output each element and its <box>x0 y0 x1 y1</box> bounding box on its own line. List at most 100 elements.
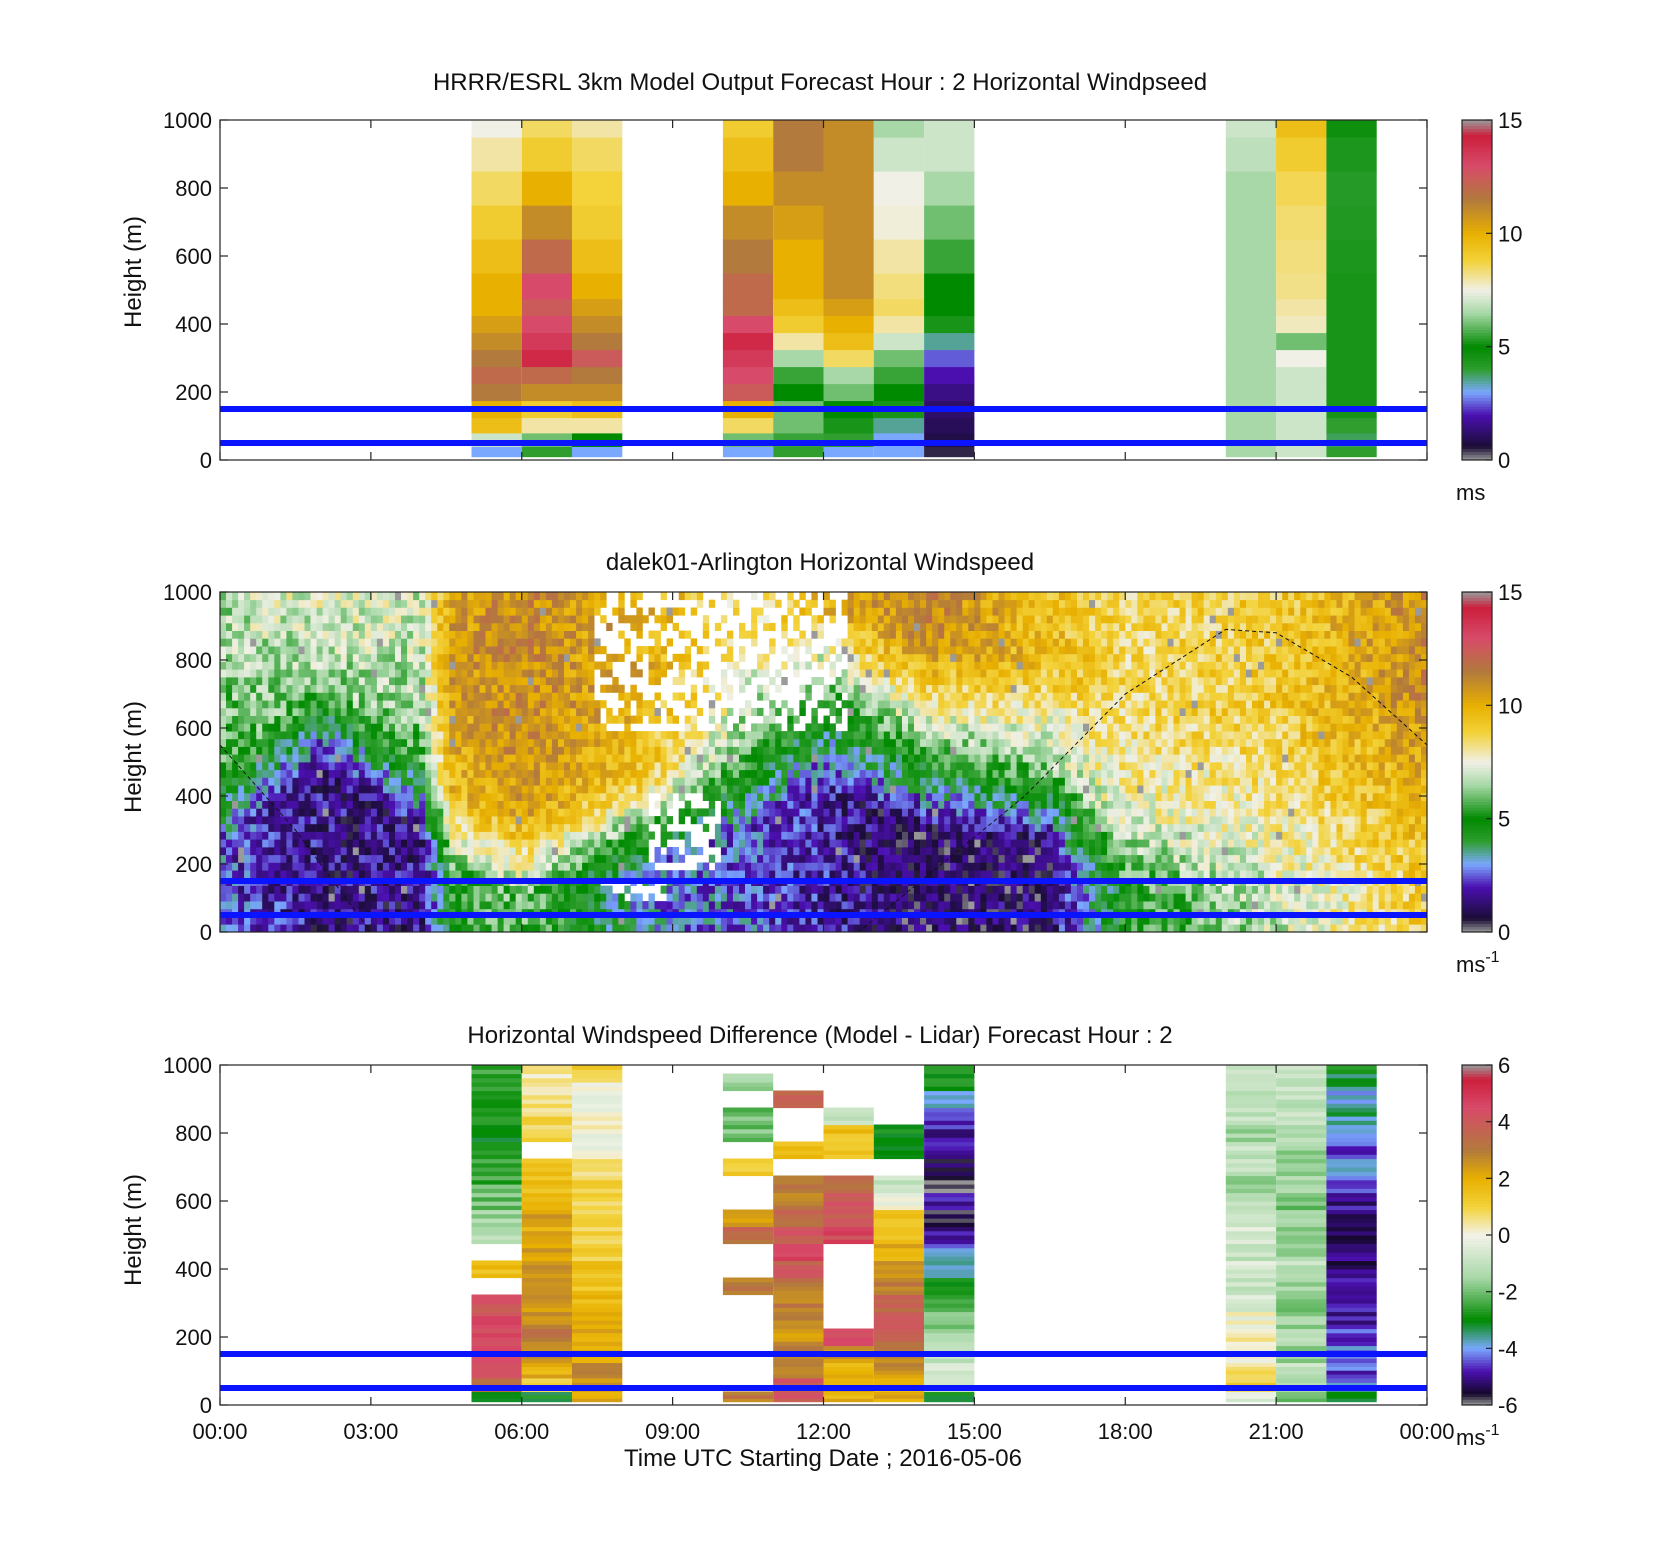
heatmap-cell <box>708 738 716 747</box>
heatmap-cell <box>914 707 921 716</box>
heatmap-cell <box>407 653 414 662</box>
heatmap-cell <box>829 738 836 747</box>
heatmap-cell <box>570 592 577 601</box>
heatmap-cell <box>883 661 891 670</box>
heatmap-cell <box>841 862 848 871</box>
heatmap-cell <box>449 792 456 801</box>
heatmap-cell <box>497 615 504 624</box>
heatmap-cell <box>364 599 372 608</box>
heatmap-cell <box>545 684 553 693</box>
heatmap-cell <box>714 862 722 871</box>
heatmap-cell <box>551 885 559 894</box>
heatmap-cell <box>376 816 384 825</box>
heatmap-cell <box>895 847 903 856</box>
heatmap-cell <box>1225 273 1277 300</box>
heatmap-cell <box>914 839 921 848</box>
heatmap-cell <box>467 599 474 608</box>
heatmap-cell <box>443 777 450 786</box>
heatmap-cell <box>757 669 764 678</box>
heatmap-cell <box>799 607 806 616</box>
colorbar-swatch <box>1462 346 1492 350</box>
heatmap-cell <box>310 754 317 763</box>
heatmap-cell <box>708 916 716 925</box>
heatmap-cell <box>823 792 830 801</box>
heatmap-cell <box>781 700 788 709</box>
heatmap-cell <box>636 715 643 724</box>
heatmap-cell <box>485 692 492 701</box>
colorbar-swatch <box>1462 261 1492 265</box>
heatmap-cell <box>449 646 456 655</box>
heatmap-cell <box>503 762 510 771</box>
heatmap-cell <box>865 715 873 724</box>
heatmap-cell <box>720 823 728 832</box>
heatmap-cell <box>473 924 480 933</box>
heatmap-cell <box>376 607 384 616</box>
heatmap-cell <box>449 893 456 902</box>
heatmap-cell <box>515 831 523 840</box>
heatmap-cell <box>376 707 384 716</box>
heatmap-cell <box>865 653 873 662</box>
heatmap-cell <box>763 924 770 933</box>
heatmap-cell <box>793 854 800 863</box>
heatmap-cell <box>328 854 335 863</box>
heatmap-cell <box>551 924 559 933</box>
heatmap-cell <box>292 592 299 601</box>
heatmap-cell <box>461 777 468 786</box>
heatmap-cell <box>443 707 450 716</box>
heatmap-cell <box>407 847 414 856</box>
heatmap-cell <box>310 800 317 809</box>
heatmap-cell <box>467 854 474 863</box>
heatmap-cell <box>425 777 432 786</box>
heatmap-cell <box>720 870 728 879</box>
heatmap-cell <box>1326 366 1377 385</box>
heatmap-cell <box>382 885 390 894</box>
heatmap-cell <box>823 862 830 871</box>
heatmap-cell <box>280 916 287 925</box>
heatmap-cell <box>787 854 794 863</box>
heatmap-cell <box>220 823 227 832</box>
heatmap-cell <box>914 777 921 786</box>
heatmap-cell <box>805 646 812 655</box>
heatmap-cell <box>642 901 649 910</box>
heatmap-cell <box>226 707 233 716</box>
heatmap-cell <box>811 615 818 624</box>
heatmap-cell <box>467 769 474 778</box>
heatmap-cell <box>924 239 975 274</box>
heatmap-cell <box>745 731 752 740</box>
heatmap-cell <box>322 707 329 716</box>
heatmap-cell <box>551 754 559 763</box>
heatmap-cell <box>521 653 529 662</box>
heatmap-cell <box>521 847 529 856</box>
heatmap-cell <box>401 700 408 709</box>
heatmap-cell <box>244 715 251 724</box>
heatmap-cell <box>739 738 746 747</box>
colorbar-swatch <box>1462 213 1492 217</box>
heatmap-cell <box>322 638 329 647</box>
heatmap-cell <box>471 417 522 434</box>
heatmap-cell <box>660 924 667 933</box>
heatmap-cell <box>545 622 553 631</box>
heatmap-cell <box>471 273 522 300</box>
heatmap-cell <box>570 707 577 716</box>
heatmap-cell <box>389 653 396 662</box>
heatmap-cell <box>238 785 245 794</box>
heatmap-cell <box>503 916 510 925</box>
heatmap-cell <box>763 762 770 771</box>
heatmap-cell <box>364 692 372 701</box>
heatmap-cell <box>413 723 420 732</box>
heatmap-cell <box>304 847 311 856</box>
heatmap-cell <box>370 777 378 786</box>
heatmap-cell <box>244 677 251 686</box>
heatmap-cell <box>455 723 462 732</box>
heatmap-cell <box>322 661 329 670</box>
heatmap-cell <box>437 684 444 693</box>
heatmap-cell <box>588 808 595 817</box>
heatmap-cell <box>576 885 583 894</box>
heatmap-cell <box>370 661 378 670</box>
heatmap-cell <box>612 831 619 840</box>
heatmap-cell <box>509 816 517 825</box>
heatmap-cell <box>244 792 251 801</box>
heatmap-cell <box>346 754 354 763</box>
heatmap-cell <box>238 754 245 763</box>
heatmap-cell <box>612 731 619 740</box>
